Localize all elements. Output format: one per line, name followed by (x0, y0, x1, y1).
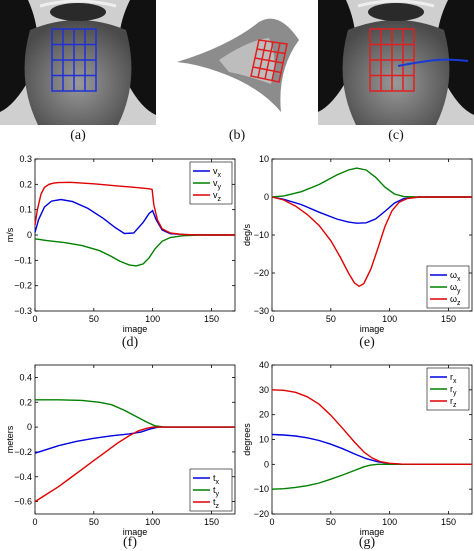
series-line-t-z (34, 426, 235, 503)
y-tick-label: 0.1 (19, 205, 32, 215)
legend-label: ry (450, 384, 457, 397)
x-axis-label: image (123, 324, 148, 334)
tracking-grid-a (51, 28, 97, 92)
y-tick-label: 10 (259, 435, 269, 445)
x-tick-label: 50 (89, 517, 99, 527)
series-line-r-z (271, 389, 472, 466)
y-axis-label: deg/s (242, 223, 252, 246)
x-tick-label: 50 (326, 314, 336, 324)
x-tick-label: 150 (441, 314, 456, 324)
x-axis-label: image (123, 527, 148, 537)
x-tick-label: 100 (382, 517, 397, 527)
y-tick-label: −20 (254, 268, 269, 278)
series-line-v-z (34, 181, 235, 236)
y-tick-label: 0.2 (19, 397, 32, 407)
y-axis-label: meters (5, 425, 15, 453)
x-tick-label: 150 (204, 517, 219, 527)
y-tick-label: 30 (259, 385, 269, 395)
legend-label: ty (213, 485, 220, 498)
legend-label: ωz (450, 294, 461, 307)
chart-g: 0 50 100 150 −20 −10 0 10 20 30 40 image degrees rxry… (242, 360, 473, 537)
photo-a-image (0, 0, 156, 125)
legend-label: ωx (450, 270, 461, 283)
legend-label: vz (213, 190, 222, 203)
y-tick-label: −0.2 (14, 447, 32, 457)
y-tick-label: −0.2 (14, 281, 32, 291)
y-tick-label: −0.3 (14, 306, 32, 316)
y-tick-label: −10 (254, 484, 269, 494)
series-line-ω-z (271, 196, 472, 288)
photo-c-image (318, 0, 474, 125)
caption-f: (f) (123, 535, 137, 550)
y-tick-label: 0.2 (19, 179, 32, 189)
tracking-grid-b (250, 39, 288, 83)
y-tick-label: 0 (27, 230, 32, 240)
x-tick-label: 0 (269, 314, 274, 324)
y-tick-label: 0.3 (19, 154, 32, 164)
y-tick-label: −30 (254, 306, 269, 316)
legend-label: vx (213, 166, 222, 179)
x-tick-label: 100 (145, 517, 160, 527)
x-tick-label: 50 (89, 314, 99, 324)
caption-e: (e) (359, 335, 375, 350)
trajectory-line (397, 58, 469, 67)
legend-label: tz (213, 497, 220, 510)
chart-f: 0 50 100 150 −0.6 −0.4 −0.2 0 0.2 0.4 image meters t… (5, 364, 236, 537)
caption-g: (g) (358, 535, 376, 550)
x-tick-label: 150 (204, 314, 219, 324)
y-tick-label: −10 (254, 230, 269, 240)
caption-a: (a) (70, 128, 86, 143)
legend-label: tx (213, 473, 220, 486)
y-tick-label: −0.4 (14, 472, 32, 482)
legend-label: ωy (450, 282, 461, 295)
series-line-v-y (34, 234, 235, 267)
y-tick-label: −0.1 (14, 255, 32, 265)
legend-label: vy (213, 178, 222, 191)
y-tick-label: 10 (259, 154, 269, 164)
photo-b (159, 0, 315, 125)
x-tick-label: 0 (269, 517, 274, 527)
legend-label: rx (450, 372, 457, 385)
y-tick-label: 0.4 (19, 372, 32, 382)
x-tick-label: 100 (145, 314, 160, 324)
caption-d: (d) (121, 335, 139, 350)
y-tick-label: 40 (259, 360, 269, 370)
caption-c: (c) (388, 128, 404, 143)
photo-a (0, 0, 156, 125)
y-axis-label: degrees (242, 423, 252, 456)
legend-label: rz (450, 396, 457, 409)
x-axis-label: image (360, 527, 385, 537)
photo-c (318, 0, 474, 125)
x-tick-label: 0 (32, 517, 37, 527)
caption-b: (b) (228, 128, 246, 143)
y-axis-label: m/s (5, 227, 15, 242)
y-tick-label: 20 (259, 410, 269, 420)
photo-b-image (159, 0, 315, 125)
y-tick-label: 0 (264, 192, 269, 202)
y-tick-label: −0.6 (14, 497, 32, 507)
x-tick-label: 50 (326, 517, 336, 527)
x-tick-label: 100 (382, 314, 397, 324)
x-tick-label: 0 (32, 314, 37, 324)
y-tick-label: 0 (27, 422, 32, 432)
chart-d: 0 50 100 150 −0.3 −0.2 −0.1 0 0.1 0.2 0.3 image m/s v… (5, 154, 236, 334)
y-tick-label: −20 (254, 509, 269, 519)
tracking-grid-c (369, 28, 415, 92)
series-line-r-y (271, 463, 472, 490)
x-tick-label: 150 (441, 517, 456, 527)
x-axis-label: image (360, 324, 385, 334)
y-tick-label: 0 (264, 459, 269, 469)
series-line-ω-y (271, 167, 472, 198)
